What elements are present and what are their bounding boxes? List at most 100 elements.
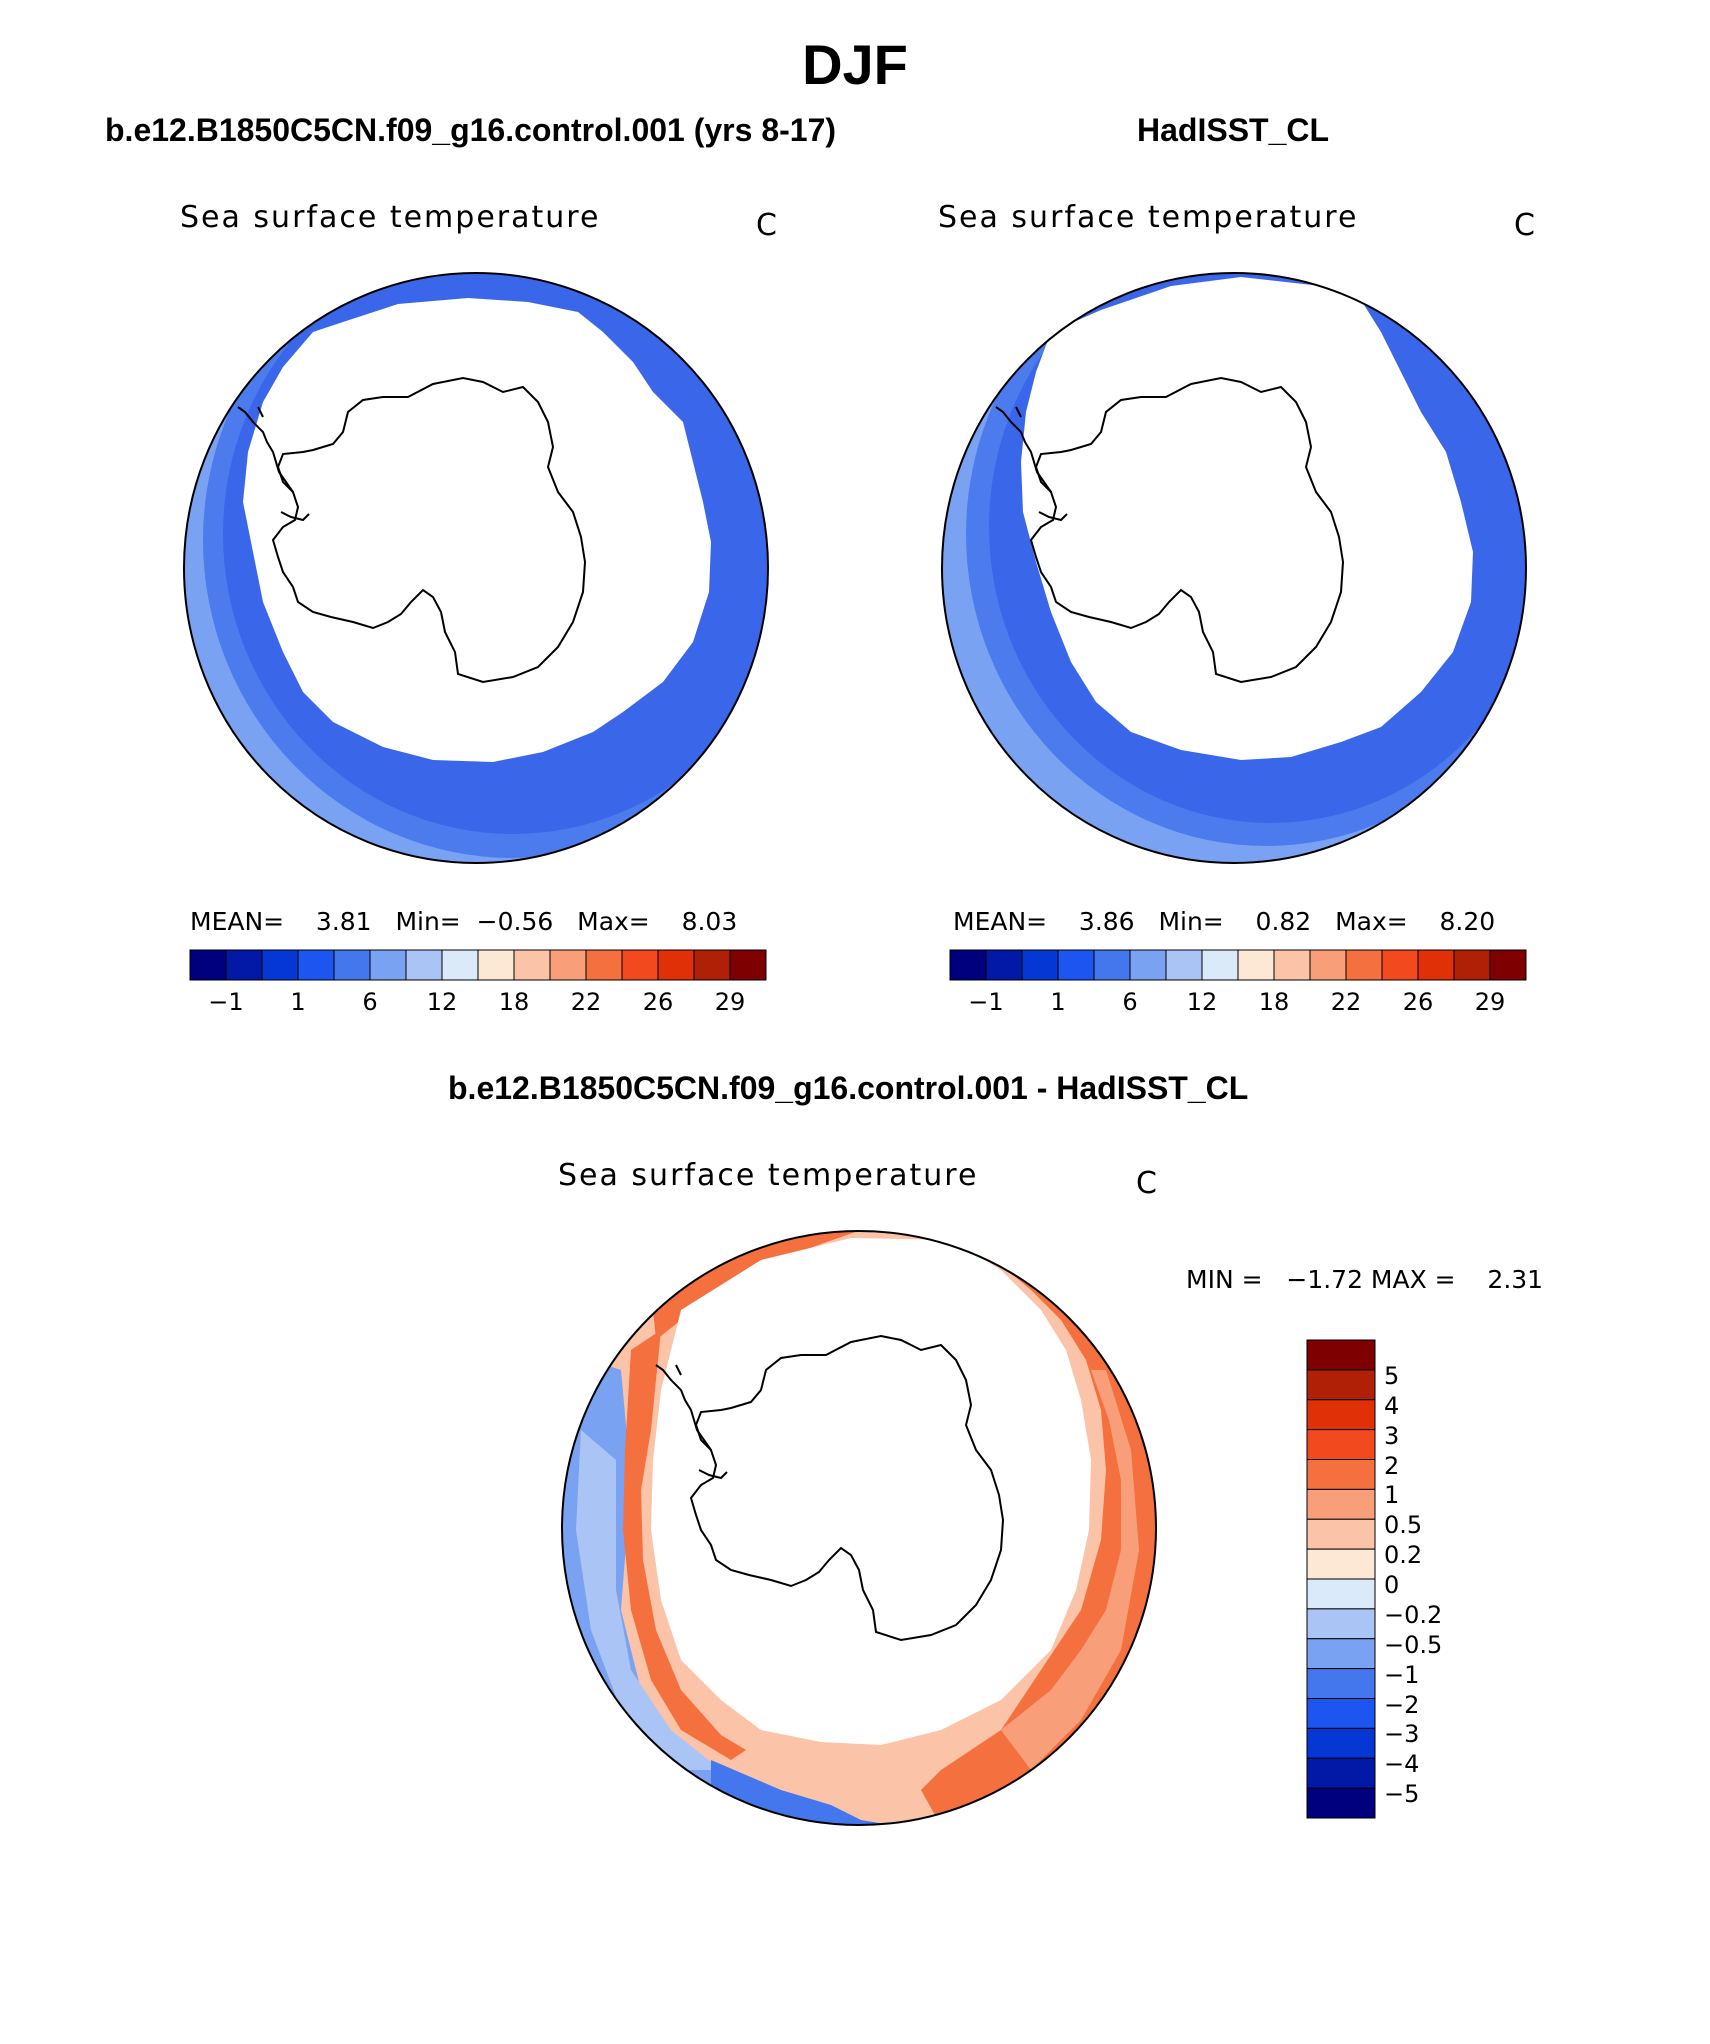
panel2-colorbar-tick-label: 22 xyxy=(1330,988,1362,1016)
panel1-mean-value: 3.81 xyxy=(315,907,372,936)
panel1-subtitle: Sea surface temperature xyxy=(180,200,601,235)
panel2-colorbar-tick-label: 6 xyxy=(1122,988,1138,1016)
panel1-colorbar-box xyxy=(297,949,335,981)
panel1-colorbar-box xyxy=(621,949,659,981)
difference-peninsula xyxy=(655,1364,728,1480)
panel2-min-label: Min= xyxy=(1158,907,1224,936)
difference-colorbar-tick-label: −5 xyxy=(1384,1780,1420,1809)
panel1-colorbar-tick-label: 26 xyxy=(642,988,674,1016)
panel2-colorbar-box xyxy=(1489,949,1527,981)
panel2-colorbar xyxy=(949,949,1527,981)
panel1-colorbar-box xyxy=(513,949,551,981)
panel1-colorbar-tick-label: 18 xyxy=(498,988,530,1016)
difference-colorbar-tick-label: −3 xyxy=(1384,1720,1420,1749)
difference-title: b.e12.B1850C5CN.f09_g16.control.001 - Ha… xyxy=(448,1070,1249,1106)
panel2-colorbar-box xyxy=(1417,949,1455,981)
panel2-colorbar-tick-label: −1 xyxy=(968,988,1004,1016)
panel2-colorbar-box xyxy=(1093,949,1131,981)
difference-colorbar-tick-label: 2 xyxy=(1384,1451,1400,1480)
difference-colorbar-box xyxy=(1306,1698,1376,1729)
difference-colorbar-tick-label: −0.2 xyxy=(1384,1600,1443,1629)
panel2-map-border xyxy=(941,272,1527,864)
difference-colorbar-box xyxy=(1306,1399,1376,1431)
panel1-max-value: 8.03 xyxy=(681,907,738,936)
panel1-colorbar-tick-label: 6 xyxy=(362,988,378,1016)
panel1-colorbar-box xyxy=(441,949,479,981)
panel1-mean-label: MEAN= xyxy=(190,907,285,936)
difference-unit: C xyxy=(1136,1166,1157,1201)
difference-colorbar-tick-label: −0.5 xyxy=(1384,1630,1443,1659)
panel2-colorbar-ticks: −1 1 6 12 18 22 26 29 xyxy=(950,988,1526,1018)
panel2-colorbar-box xyxy=(1201,949,1239,981)
difference-colorbar-box xyxy=(1306,1578,1376,1610)
panel2-antarctica-outline xyxy=(1029,376,1345,684)
difference-colorbar-box xyxy=(1306,1339,1376,1371)
difference-north-orange xyxy=(651,1231,861,1340)
difference-colorbar-box xyxy=(1306,1787,1376,1819)
panel1-unit: C xyxy=(756,208,777,243)
panel2-colorbar-tick-label: 12 xyxy=(1186,988,1218,1016)
difference-colorbar-tick-label: 5 xyxy=(1384,1361,1400,1390)
panel2-colorbar-box xyxy=(1057,949,1095,981)
difference-colorbar-tick-label: 3 xyxy=(1384,1421,1400,1450)
difference-colorbar-tick-label: 1 xyxy=(1384,1481,1400,1510)
panel2-stats: MEAN= 3.86 Min= 0.82 Max= 8.20 xyxy=(953,907,1495,936)
panel2-colorbar-box xyxy=(1309,949,1347,981)
panel2-colorbar-box xyxy=(1237,949,1275,981)
panel2-min-value: 0.82 xyxy=(1255,907,1312,936)
difference-colorbar-box xyxy=(1306,1488,1376,1520)
difference-colorbar-tick-label: −1 xyxy=(1384,1660,1420,1689)
panel1-antarctica-outline xyxy=(271,376,587,684)
panel1-stats: MEAN= 3.81 Min= −0.56 Max= 8.03 xyxy=(190,907,737,936)
panel2-colorbar-box xyxy=(949,949,987,981)
difference-map xyxy=(561,1230,1157,1826)
difference-colorbar-box xyxy=(1306,1429,1376,1460)
panel2-max-label: Max= xyxy=(1335,907,1408,936)
panel2-colorbar-box xyxy=(1129,949,1167,981)
panel1-colorbar xyxy=(189,949,767,981)
difference-colorbar-tick-label: 0.5 xyxy=(1384,1511,1423,1540)
difference-colorbar-tick-label: −4 xyxy=(1384,1750,1420,1779)
difference-east-light xyxy=(1001,1370,1139,1770)
panel2-unit: C xyxy=(1514,208,1535,243)
difference-antarctica-outline xyxy=(689,1334,1005,1642)
panel2-colorbar-tick-label: 1 xyxy=(1050,988,1066,1016)
panel1-max-label: Max= xyxy=(577,907,650,936)
panel2-colorbar-box xyxy=(1273,949,1311,981)
panel1-colorbar-box xyxy=(189,949,227,981)
panel2-colorbar-box xyxy=(1021,949,1059,981)
panel1-colorbar-tick-label: 1 xyxy=(290,988,306,1016)
panel1-colorbar-box xyxy=(729,949,767,981)
panel1-colorbar-box xyxy=(369,949,407,981)
difference-colorbar-box xyxy=(1306,1369,1376,1401)
difference-west-pale xyxy=(576,1430,721,1770)
difference-minmax: MIN = −1.72 MAX = 2.31 xyxy=(1186,1265,1544,1294)
figure-title: DJF xyxy=(802,33,908,96)
difference-colorbar-tick-label: 4 xyxy=(1384,1391,1400,1420)
difference-colorbar-box xyxy=(1306,1668,1376,1699)
panel2-colorbar-box xyxy=(1453,949,1491,981)
panel1-colorbar-box xyxy=(585,949,623,981)
panel1-colorbar-box xyxy=(225,949,263,981)
panel1-colorbar-ticks: −1 1 6 12 18 22 26 29 xyxy=(190,988,766,1018)
panel1-peninsula xyxy=(237,406,310,522)
difference-west-orange xyxy=(623,1330,746,1760)
panel1-title: b.e12.B1850C5CN.f09_g16.control.001 (yrs… xyxy=(105,112,837,148)
difference-colorbar-ticks: 5 4 3 2 1 0.5 0.2 0 −0.2 −0.5 −1 −2 −3 −4 −5 xyxy=(1384,1340,1504,1818)
panel1-map-border xyxy=(183,272,769,864)
difference-colorbar-tick-label: 0.2 xyxy=(1384,1541,1423,1570)
panel1-colorbar-box xyxy=(333,949,371,981)
difference-colorbar-box xyxy=(1306,1757,1376,1789)
panel2-mean-value: 3.86 xyxy=(1078,907,1135,936)
panel2-colorbar-tick-label: 18 xyxy=(1258,988,1290,1016)
difference-colorbar-box xyxy=(1306,1518,1376,1550)
panel2-colorbar-box xyxy=(985,949,1023,981)
panel2-colorbar-tick-label: 29 xyxy=(1474,988,1506,1016)
difference-colorbar-box xyxy=(1306,1727,1376,1759)
panel1-colorbar-tick-label: −1 xyxy=(208,988,244,1016)
difference-colorbar-box xyxy=(1306,1548,1376,1580)
difference-colorbar-box xyxy=(1306,1608,1376,1640)
panel1-min-label: Min= xyxy=(395,907,461,936)
difference-map-border xyxy=(561,1230,1157,1826)
panel2-colorbar-box xyxy=(1165,949,1203,981)
